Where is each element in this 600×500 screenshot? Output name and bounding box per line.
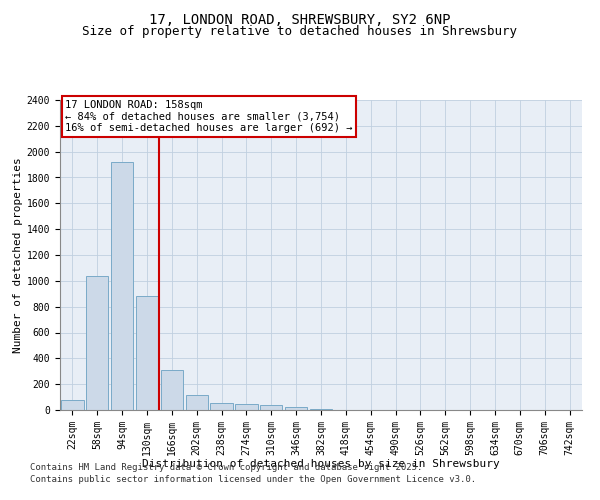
- Bar: [211, 403, 233, 410]
- Bar: [136, 296, 158, 410]
- Bar: [235, 404, 257, 410]
- Bar: [161, 370, 183, 410]
- Bar: [86, 276, 109, 410]
- Bar: [310, 408, 332, 410]
- X-axis label: Distribution of detached houses by size in Shrewsbury: Distribution of detached houses by size …: [142, 459, 500, 469]
- Y-axis label: Number of detached properties: Number of detached properties: [13, 157, 23, 353]
- Text: Size of property relative to detached houses in Shrewsbury: Size of property relative to detached ho…: [83, 25, 517, 38]
- Text: 17, LONDON ROAD, SHREWSBURY, SY2 6NP: 17, LONDON ROAD, SHREWSBURY, SY2 6NP: [149, 12, 451, 26]
- Text: Contains public sector information licensed under the Open Government Licence v3: Contains public sector information licen…: [30, 475, 476, 484]
- Text: Contains HM Land Registry data © Crown copyright and database right 2025.: Contains HM Land Registry data © Crown c…: [30, 464, 422, 472]
- Bar: [260, 405, 283, 410]
- Bar: [111, 162, 133, 410]
- Bar: [285, 408, 307, 410]
- Text: 17 LONDON ROAD: 158sqm
← 84% of detached houses are smaller (3,754)
16% of semi-: 17 LONDON ROAD: 158sqm ← 84% of detached…: [65, 100, 353, 133]
- Bar: [61, 400, 83, 410]
- Bar: [185, 395, 208, 410]
